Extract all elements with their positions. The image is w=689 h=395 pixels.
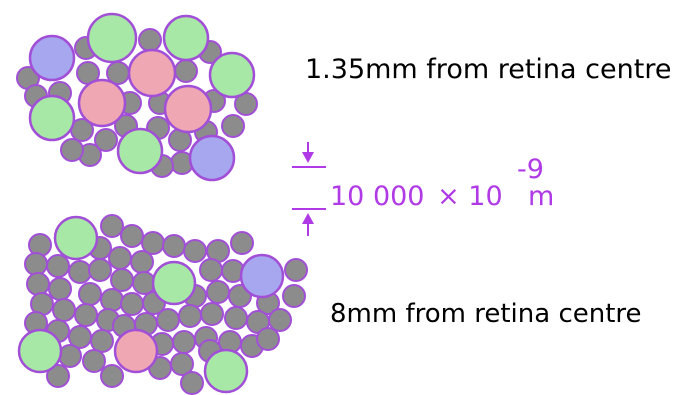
- rod-cell: [138, 28, 162, 52]
- rod-cell: [284, 258, 308, 282]
- rod-cell: [178, 304, 202, 328]
- scale-base: 10: [468, 181, 502, 212]
- red-cone-cell: [127, 48, 177, 98]
- red-cone-cell: [113, 328, 159, 374]
- scale-exponent: -9: [517, 154, 544, 185]
- blue-cone-cell: [239, 253, 285, 299]
- rod-cell: [200, 302, 224, 326]
- scale-arrow-top-head: [302, 152, 314, 163]
- rod-cell: [221, 114, 245, 138]
- rod-cell: [132, 271, 156, 295]
- svg-text:10 000 × 10: 10 000 × 10: [330, 181, 503, 212]
- rod-cell: [282, 284, 306, 308]
- rod-cell: [162, 234, 186, 258]
- rod-cell: [100, 288, 124, 312]
- rod-cell: [90, 329, 114, 353]
- rod-cell: [82, 349, 106, 373]
- rod-cell: [48, 277, 72, 301]
- rod-cell: [60, 138, 84, 162]
- rod-cell: [26, 272, 50, 296]
- scale-arrow-bottom-head: [302, 213, 314, 224]
- green-cone-cell: [162, 14, 210, 62]
- rod-cell: [130, 250, 154, 274]
- red-cone-cell: [77, 78, 127, 128]
- green-cone-cell: [53, 215, 99, 261]
- green-cone-cell: [203, 348, 249, 394]
- rod-cell: [120, 292, 144, 316]
- rod-cell: [24, 252, 48, 276]
- rod-cell: [156, 308, 180, 332]
- rod-cell: [172, 330, 196, 354]
- red-cone-cell: [163, 84, 213, 134]
- rod-cell: [110, 268, 134, 292]
- rod-cell: [88, 258, 112, 282]
- green-cone-cell: [151, 260, 197, 306]
- rod-cell: [100, 364, 124, 388]
- rod-cell: [183, 239, 207, 263]
- rod-cell: [268, 308, 292, 332]
- rod-cell: [224, 306, 248, 330]
- rod-cell: [108, 246, 132, 270]
- label-bottom: 8mm from retina centre: [330, 299, 642, 329]
- rod-cell: [174, 59, 198, 83]
- rod-cell: [52, 298, 76, 322]
- rod-cell: [46, 364, 70, 388]
- rod-cell: [74, 303, 98, 327]
- green-cone-cell: [86, 12, 138, 64]
- rod-cell: [94, 128, 118, 152]
- rod-cell: [120, 224, 144, 248]
- scale-times: ×: [437, 181, 460, 212]
- blue-cone-cell: [188, 134, 236, 182]
- rod-cell: [206, 280, 230, 304]
- green-cone-cell: [17, 328, 63, 374]
- scale-unit: m: [528, 181, 554, 212]
- green-cone-cell: [28, 94, 76, 142]
- blue-cone-cell: [28, 34, 76, 82]
- green-cone-cell: [208, 51, 256, 99]
- rod-cell: [46, 254, 70, 278]
- rod-cell: [180, 371, 204, 395]
- rod-cell: [170, 352, 194, 376]
- rod-cell: [78, 282, 102, 306]
- label-top: 1.35mm from retina centre: [305, 54, 671, 85]
- cell-mosaic-top: [16, 12, 258, 182]
- cell-mosaic-bottom: [17, 214, 308, 395]
- rod-cell: [100, 214, 124, 238]
- rod-cell: [230, 231, 254, 255]
- scale-bar: 10 000 × 10 -9 m: [292, 142, 554, 236]
- rod-cell: [199, 258, 223, 282]
- rod-cell: [256, 327, 280, 351]
- green-cone-cell: [116, 127, 164, 175]
- rod-cell: [58, 344, 82, 368]
- scale-value: 10 000: [330, 181, 424, 212]
- rod-cell: [68, 260, 92, 284]
